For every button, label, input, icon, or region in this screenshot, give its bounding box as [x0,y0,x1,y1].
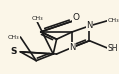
Text: CH₃: CH₃ [8,34,19,40]
Text: N: N [69,43,76,52]
Text: O: O [72,13,79,22]
Text: N: N [86,21,93,30]
Text: SH: SH [108,44,118,53]
Text: S: S [10,47,17,56]
Text: CH₃: CH₃ [32,16,43,21]
Text: CH₃: CH₃ [107,18,119,23]
